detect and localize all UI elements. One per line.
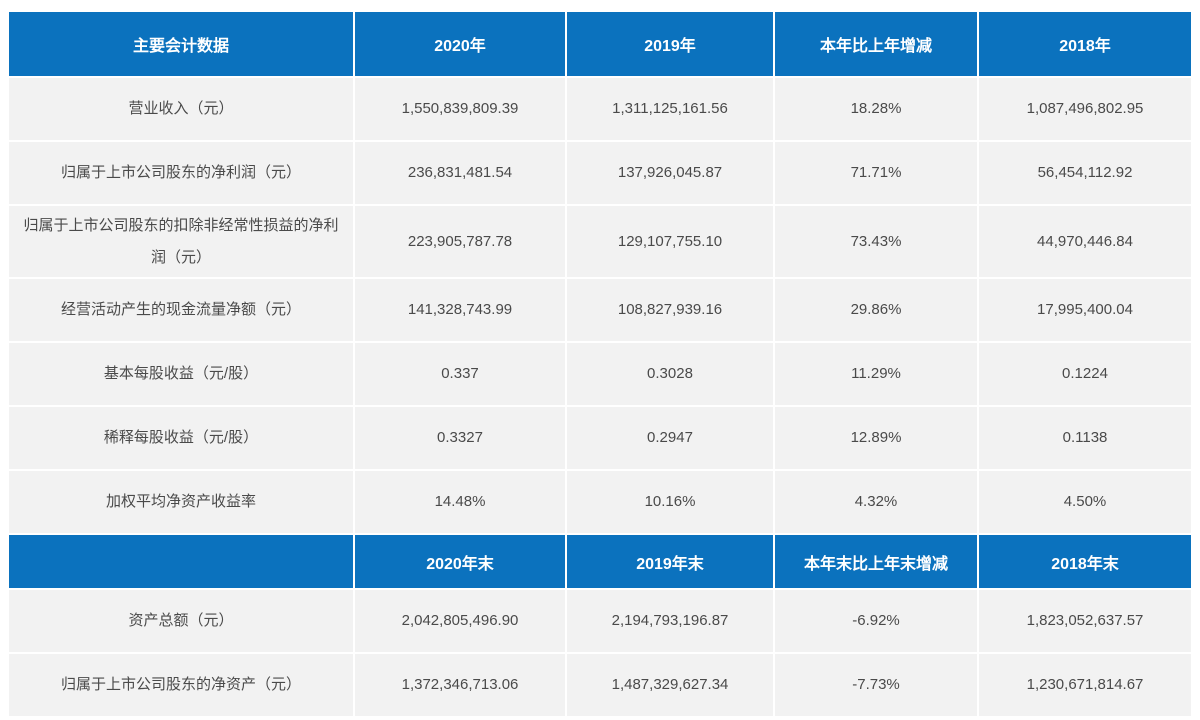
row-label-cell: 经营活动产生的现金流量净额（元） — [9, 279, 353, 341]
annual-data-body: 营业收入（元） 1,550,839,809.39 1,311,125,161.56 1… — [9, 78, 1191, 533]
header-row: 主要会计数据 2020年 2019年 本年比上年增减 2018年 — [9, 12, 1191, 76]
value-cell: 11.29% — [775, 343, 977, 405]
row-label-cell: 归属于上市公司股东的净利润（元） — [9, 142, 353, 204]
value-cell: 1,230,671,814.67 — [979, 654, 1191, 716]
header-cell-2018-end: 2018年末 — [979, 535, 1191, 588]
value-cell: 4.50% — [979, 471, 1191, 533]
header-cell-2020: 2020年 — [355, 12, 565, 76]
value-cell: 10.16% — [567, 471, 773, 533]
row-label-cell: 基本每股收益（元/股） — [9, 343, 353, 405]
value-cell: 1,823,052,637.57 — [979, 590, 1191, 652]
table-row: 加权平均净资产收益率 14.48% 10.16% 4.32% 4.50% — [9, 471, 1191, 533]
value-cell: 17,995,400.04 — [979, 279, 1191, 341]
row-label-cell: 稀释每股收益（元/股） — [9, 407, 353, 469]
value-cell: 18.28% — [775, 78, 977, 140]
table-row: 基本每股收益（元/股） 0.337 0.3028 11.29% 0.1224 — [9, 343, 1191, 405]
header-cell-2019: 2019年 — [567, 12, 773, 76]
table-row: 归属于上市公司股东的净利润（元） 236,831,481.54 137,926,04… — [9, 142, 1191, 204]
value-cell: 141,328,743.99 — [355, 279, 565, 341]
value-cell: 1,087,496,802.95 — [979, 78, 1191, 140]
table-row: 归属于上市公司股东的扣除非经常性损益的净利润（元） 223,905,787.78 1… — [9, 206, 1191, 277]
row-label-cell: 归属于上市公司股东的扣除非经常性损益的净利润（元） — [9, 206, 353, 277]
value-cell: 1,372,346,713.06 — [355, 654, 565, 716]
value-cell: 2,194,793,196.87 — [567, 590, 773, 652]
header-row: 2020年末 2019年末 本年末比上年末增减 2018年末 — [9, 535, 1191, 588]
value-cell: 223,905,787.78 — [355, 206, 565, 277]
row-label-cell: 营业收入（元） — [9, 78, 353, 140]
value-cell: 12.89% — [775, 407, 977, 469]
value-cell: 108,827,939.16 — [567, 279, 773, 341]
value-cell: 73.43% — [775, 206, 977, 277]
value-cell: 0.3327 — [355, 407, 565, 469]
header-cell-blank — [9, 535, 353, 588]
table-row: 归属于上市公司股东的净资产（元） 1,372,346,713.06 1,487,32… — [9, 654, 1191, 716]
header-cell-year-end-change: 本年末比上年末增减 — [775, 535, 977, 588]
value-cell: 44,970,446.84 — [979, 206, 1191, 277]
value-cell: 0.3028 — [567, 343, 773, 405]
annual-header: 主要会计数据 2020年 2019年 本年比上年增减 2018年 — [9, 12, 1191, 76]
year-end-data-body: 资产总额（元） 2,042,805,496.90 2,194,793,196.87-… — [9, 590, 1191, 716]
header-cell-yoy-change: 本年比上年增减 — [775, 12, 977, 76]
year-end-header: 2020年末 2019年末 本年末比上年末增减 2018年末 — [9, 535, 1191, 588]
value-cell: 129,107,755.10 — [567, 206, 773, 277]
value-cell: 0.1224 — [979, 343, 1191, 405]
value-cell: 2,042,805,496.90 — [355, 590, 565, 652]
value-cell: 0.1138 — [979, 407, 1191, 469]
value-cell: 137,926,045.87 — [567, 142, 773, 204]
header-cell-main-title: 主要会计数据 — [9, 12, 353, 76]
row-label-cell: 归属于上市公司股东的净资产（元） — [9, 654, 353, 716]
value-cell: -6.92% — [775, 590, 977, 652]
value-cell: 56,454,112.92 — [979, 142, 1191, 204]
value-cell: 1,311,125,161.56 — [567, 78, 773, 140]
key-accounting-data-table: 主要会计数据 2020年 2019年 本年比上年增减 2018年 营业收入（元）… — [7, 10, 1193, 718]
row-label-cell: 资产总额（元） — [9, 590, 353, 652]
value-cell: 0.337 — [355, 343, 565, 405]
table-row: 经营活动产生的现金流量净额（元） 141,328,743.99 108,827,93… — [9, 279, 1191, 341]
table-row: 资产总额（元） 2,042,805,496.90 2,194,793,196.87-… — [9, 590, 1191, 652]
table-row: 营业收入（元） 1,550,839,809.39 1,311,125,161.56 1… — [9, 78, 1191, 140]
header-cell-2018: 2018年 — [979, 12, 1191, 76]
header-cell-2019-end: 2019年末 — [567, 535, 773, 588]
value-cell: 4.32% — [775, 471, 977, 533]
table-row: 稀释每股收益（元/股） 0.3327 0.2947 12.89% 0.1138 — [9, 407, 1191, 469]
header-cell-2020-end: 2020年末 — [355, 535, 565, 588]
value-cell: 14.48% — [355, 471, 565, 533]
value-cell: 1,487,329,627.34 — [567, 654, 773, 716]
value-cell: 71.71% — [775, 142, 977, 204]
value-cell: -7.73% — [775, 654, 977, 716]
value-cell: 29.86% — [775, 279, 977, 341]
row-label-cell: 加权平均净资产收益率 — [9, 471, 353, 533]
value-cell: 236,831,481.54 — [355, 142, 565, 204]
value-cell: 0.2947 — [567, 407, 773, 469]
value-cell: 1,550,839,809.39 — [355, 78, 565, 140]
